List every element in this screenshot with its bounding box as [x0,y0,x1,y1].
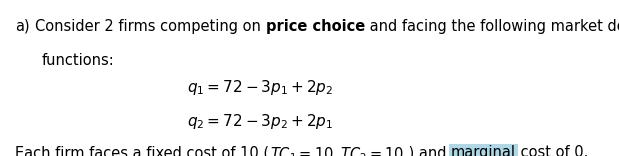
Text: a): a) [15,19,30,34]
Text: and facing the following market demand: and facing the following market demand [365,19,619,34]
Text: ) and: ) and [404,145,451,156]
Text: price choice: price choice [266,19,365,34]
Text: $q_1 = 72 - 3p_1 + 2p_2$: $q_1 = 72 - 3p_1 + 2p_2$ [187,78,333,97]
Text: Each firm faces a fixed cost of 10 (: Each firm faces a fixed cost of 10 ( [15,145,270,156]
Text: $TC_1 = 10, TC_2 = 10$: $TC_1 = 10, TC_2 = 10$ [270,145,404,156]
Text: functions:: functions: [42,53,115,68]
FancyBboxPatch shape [449,144,517,156]
Text: Consider 2 firms competing on: Consider 2 firms competing on [35,19,266,34]
Text: cost of 0.: cost of 0. [516,145,588,156]
Text: $q_2 = 72 - 3p_2 + 2p_1$: $q_2 = 72 - 3p_2 + 2p_1$ [187,112,333,131]
Text: marginal: marginal [451,145,516,156]
